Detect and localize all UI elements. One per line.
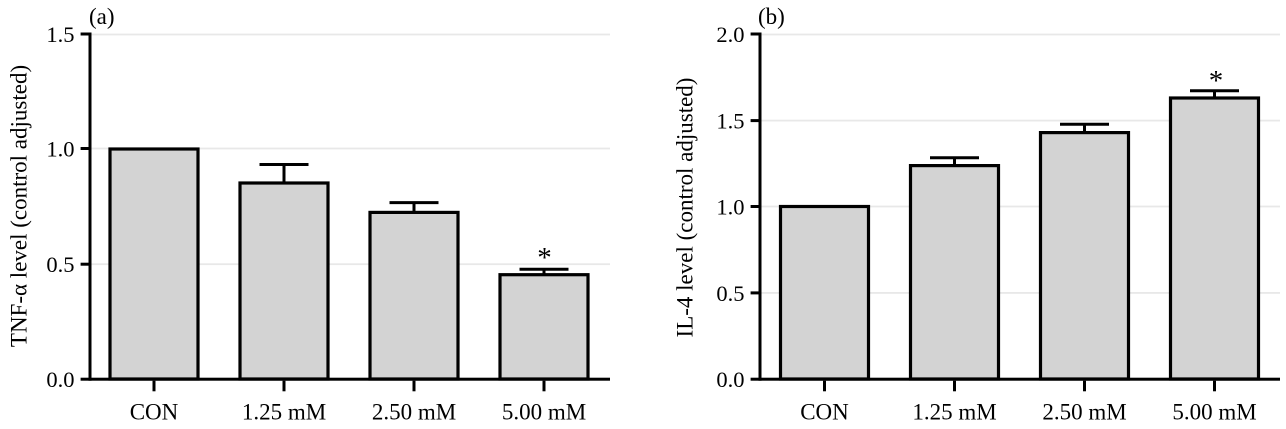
- svg-text:5.00 mM: 5.00 mM: [502, 400, 586, 425]
- svg-text:2.50 mM: 2.50 mM: [372, 400, 456, 425]
- svg-text:*: *: [537, 242, 552, 274]
- svg-text:1.0: 1.0: [716, 195, 744, 220]
- svg-text:(b): (b): [758, 4, 785, 29]
- svg-text:(a): (a): [89, 4, 115, 29]
- svg-text:CON: CON: [800, 400, 849, 425]
- svg-text:*: *: [1209, 65, 1224, 97]
- svg-text:CON: CON: [130, 400, 179, 425]
- svg-text:1.5: 1.5: [46, 22, 74, 47]
- svg-text:0.5: 0.5: [46, 252, 74, 277]
- svg-text:IL-4 level (control adjusted): IL-4 level (control adjusted): [673, 78, 698, 338]
- svg-text:0.0: 0.0: [716, 367, 744, 392]
- svg-text:0.5: 0.5: [716, 281, 744, 306]
- svg-text:0.0: 0.0: [46, 367, 74, 392]
- svg-text:5.00 mM: 5.00 mM: [1172, 400, 1256, 425]
- svg-text:1.5: 1.5: [716, 109, 744, 134]
- svg-text:1.25 mM: 1.25 mM: [242, 400, 326, 425]
- svg-text:TNF-α level (control adjusted): TNF-α level (control adjusted): [7, 65, 32, 347]
- svg-text:2.0: 2.0: [716, 22, 744, 47]
- svg-text:1.0: 1.0: [46, 137, 74, 162]
- svg-text:2.50 mM: 2.50 mM: [1042, 400, 1126, 425]
- svg-text:1.25 mM: 1.25 mM: [912, 400, 996, 425]
